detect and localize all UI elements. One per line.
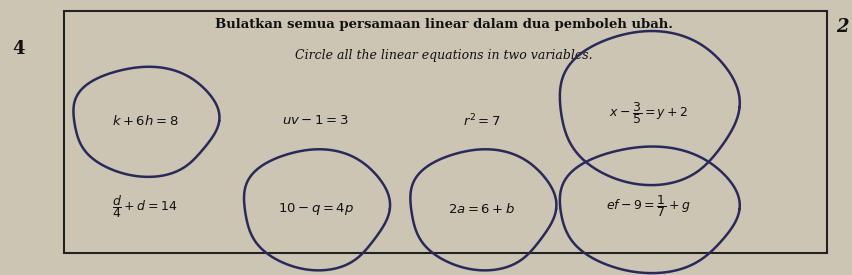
Text: Circle all the linear equations in two variables.: Circle all the linear equations in two v… [295, 48, 591, 62]
Text: $r^2 = 7$: $r^2 = 7$ [463, 113, 500, 129]
Text: 4: 4 [13, 40, 25, 59]
Text: $uv - 1 = 3$: $uv - 1 = 3$ [282, 114, 348, 128]
Text: $\dfrac{d}{4} + d = 14$: $\dfrac{d}{4} + d = 14$ [112, 193, 177, 220]
Text: $2a = 6 + b$: $2a = 6 + b$ [448, 202, 515, 216]
Text: $k + 6h = 8$: $k + 6h = 8$ [112, 114, 178, 128]
Bar [64, 11, 826, 253]
Text: 2: 2 [836, 18, 848, 37]
Text: $10 - q = 4p$: $10 - q = 4p$ [277, 201, 354, 217]
Text: $x - \dfrac{3}{5} = y + 2$: $x - \dfrac{3}{5} = y + 2$ [608, 100, 687, 126]
Text: Bulatkan semua persamaan linear dalam dua pemboleh ubah.: Bulatkan semua persamaan linear dalam du… [215, 18, 671, 31]
Text: $ef - 9 = \dfrac{1}{7} + g$: $ef - 9 = \dfrac{1}{7} + g$ [605, 193, 690, 219]
